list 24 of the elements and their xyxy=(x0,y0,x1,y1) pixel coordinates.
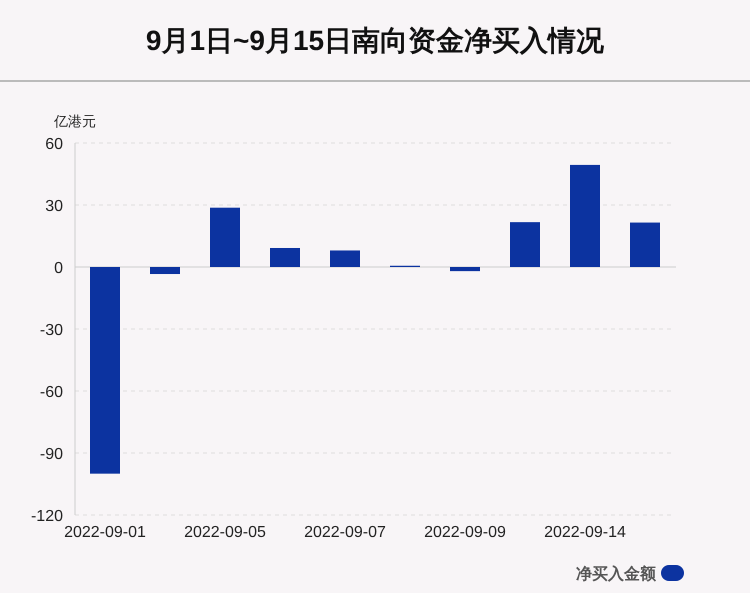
x-tick-label: 2022-09-01 xyxy=(64,524,146,541)
legend-label: 净买入金额 xyxy=(576,565,657,583)
bar xyxy=(330,250,360,267)
y-tick-label: 30 xyxy=(45,198,64,215)
bar xyxy=(630,222,660,267)
bar xyxy=(150,267,180,274)
bar xyxy=(270,248,300,267)
x-tick-label: 2022-09-05 xyxy=(184,524,266,541)
y-tick-label: -120 xyxy=(30,508,64,525)
x-tick-label: 2022-09-09 xyxy=(424,524,506,541)
bar xyxy=(570,164,600,267)
y-tick-label: 60 xyxy=(45,136,64,153)
chart-title: 9月1日~9月15日南向资金净买入情况 xyxy=(146,25,606,56)
y-axis-title: 亿港元 xyxy=(53,113,96,129)
y-tick-label: 0 xyxy=(54,260,64,277)
y-tick-label: -60 xyxy=(40,384,64,401)
x-tick-label: 2022-09-14 xyxy=(544,524,626,541)
bar xyxy=(450,267,480,272)
bar xyxy=(510,222,540,267)
x-tick-label: 2022-09-07 xyxy=(304,524,386,541)
y-tick-label: -30 xyxy=(40,322,64,339)
bar xyxy=(210,208,240,267)
bar xyxy=(90,267,120,474)
y-tick-label: -90 xyxy=(40,446,64,463)
